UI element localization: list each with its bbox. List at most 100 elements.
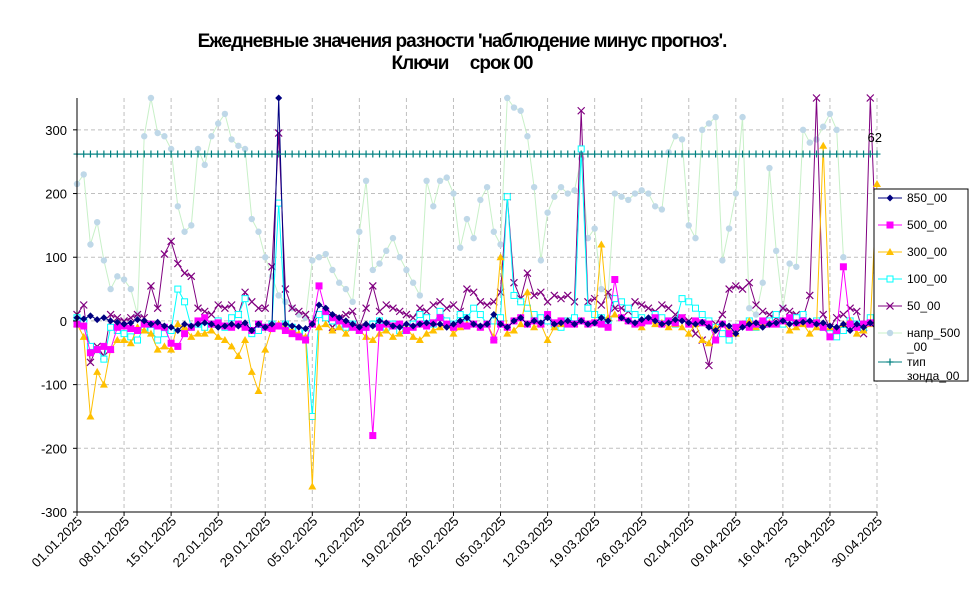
data-point: [517, 314, 525, 322]
data-point: [241, 323, 249, 331]
legend-entry-тип зонда_00: типзонда_00: [878, 355, 960, 383]
data-point: [631, 150, 639, 158]
data-point: [342, 317, 350, 325]
data-point: [154, 150, 162, 158]
data-point: [678, 317, 686, 325]
data-point: [799, 311, 807, 319]
y-tick-label: 0: [60, 314, 67, 329]
data-point: [423, 319, 431, 327]
data-point: [490, 311, 498, 319]
data-point: [658, 320, 666, 328]
data-point: [731, 281, 740, 290]
data-point: [611, 276, 619, 284]
data-point: [147, 94, 155, 102]
data-point: [651, 150, 659, 158]
data-point: [752, 319, 760, 327]
data-point: [564, 190, 571, 197]
data-point: [712, 326, 720, 334]
data-point: [860, 150, 868, 158]
data-point: [153, 304, 162, 313]
data-point: [207, 310, 216, 319]
data-point: [167, 339, 175, 347]
data-point: [497, 314, 505, 322]
data-point: [147, 320, 155, 328]
data-point: [436, 320, 444, 328]
data-point: [416, 292, 424, 299]
data-point: [402, 150, 410, 158]
data-point: [779, 317, 787, 325]
data-point: [86, 349, 94, 357]
legend-label: _00: [906, 340, 927, 354]
data-point: [174, 326, 182, 334]
data-point: [207, 320, 215, 328]
data-point: [732, 190, 740, 197]
data-point: [497, 241, 504, 248]
data-point: [241, 336, 250, 344]
data-point: [322, 150, 330, 158]
data-point: [140, 326, 149, 334]
data-point: [517, 107, 524, 114]
data-point: [658, 150, 666, 158]
data-point: [806, 150, 814, 158]
data-point: [160, 342, 169, 350]
data-point: [93, 150, 101, 158]
data-point: [301, 310, 310, 319]
data-point: [765, 310, 774, 319]
data-point: [819, 141, 828, 149]
legend-entry-300_00: 300_00: [878, 245, 947, 259]
data-point: [732, 323, 740, 331]
data-point: [275, 199, 283, 207]
data-point: [530, 183, 538, 191]
data-point: [80, 150, 88, 158]
data-point: [113, 336, 122, 344]
data-point: [194, 329, 203, 337]
data-point: [322, 250, 329, 258]
data-point: [154, 129, 161, 137]
data-point: [194, 150, 202, 158]
chart-title: Ежедневные значения разности 'наблюдение…: [198, 31, 727, 52]
legend-label: тип: [907, 355, 926, 369]
data-point: [322, 304, 330, 312]
data-point: [134, 150, 142, 158]
data-point: [146, 329, 155, 337]
data-point: [268, 325, 276, 333]
data-point: [463, 150, 471, 158]
data-point: [752, 301, 760, 309]
data-point: [288, 304, 297, 313]
data-point: [133, 310, 142, 319]
data-point: [429, 301, 438, 309]
data-point: [436, 307, 444, 315]
series-850_00: [73, 94, 881, 338]
data-point: [530, 291, 539, 300]
data-point: [275, 322, 283, 330]
data-point: [846, 150, 854, 158]
data-point: [443, 323, 451, 331]
data-point: [335, 323, 344, 331]
data-point: [577, 150, 585, 158]
data-point: [637, 323, 646, 331]
data-point: [234, 150, 242, 158]
data-point: [315, 282, 323, 290]
data-point: [262, 254, 269, 261]
data-point: [483, 320, 491, 328]
data-point: [356, 228, 363, 235]
data-point: [450, 190, 457, 197]
data-point: [288, 150, 296, 158]
data-point: [793, 263, 800, 270]
data-point: [302, 150, 310, 158]
data-point: [503, 193, 511, 201]
y-tick-label: 200: [45, 187, 67, 202]
data-point: [248, 150, 256, 158]
data-point: [765, 320, 773, 328]
data-point: [409, 279, 417, 286]
data-point: [826, 110, 834, 118]
data-point: [799, 318, 807, 326]
data-point: [436, 150, 444, 158]
data-point: [100, 257, 108, 264]
data-point: [321, 320, 330, 328]
data-point: [523, 150, 531, 158]
data-point: [732, 330, 740, 338]
data-point: [631, 319, 639, 327]
data-point: [839, 263, 847, 271]
data-point: [759, 323, 767, 331]
